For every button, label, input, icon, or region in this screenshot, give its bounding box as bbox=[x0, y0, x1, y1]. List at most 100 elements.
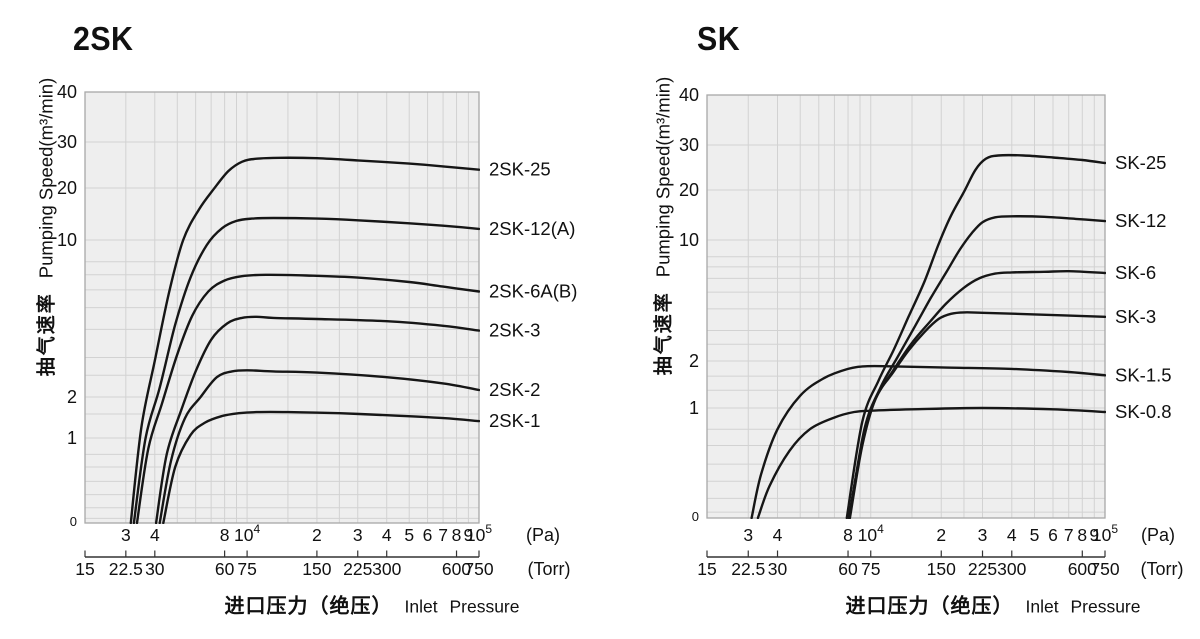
curves bbox=[750, 153, 1106, 519]
plot-border bbox=[706, 94, 1106, 519]
pa-tick-10^5: 105 bbox=[1092, 522, 1118, 545]
torr-unit-label: (Torr) bbox=[1141, 559, 1184, 579]
pa-tick-3: 3 bbox=[743, 525, 753, 545]
pa-tick-7: 7 bbox=[438, 525, 448, 545]
torr-tick-22.5: 22.5 bbox=[109, 559, 143, 579]
curve-label-SK-12: SK-12 bbox=[1115, 210, 1166, 231]
curve-SK-1.5 bbox=[750, 364, 1106, 519]
torr-tick-600: 600 bbox=[442, 559, 471, 579]
y-tick-30: 30 bbox=[679, 135, 699, 155]
torr-tick-30: 30 bbox=[145, 559, 165, 579]
pa-tick-3: 3 bbox=[978, 525, 988, 545]
curve-label-2SK-12(A): 2SK-12(A) bbox=[489, 218, 575, 239]
curve-SK-0.8 bbox=[756, 406, 1106, 519]
y-axis-title-en: Pumping Speed(m³/min) bbox=[35, 77, 57, 279]
curve-label-SK-3: SK-3 bbox=[1115, 306, 1156, 327]
pa-tick-5: 5 bbox=[404, 525, 414, 545]
y-tick-2: 2 bbox=[689, 351, 699, 371]
chart-2SK: 2SK-25 2SK-12(A) 2SK-6A(B) 2SK-3 2SK-2 2SK-1 4… bbox=[57, 82, 577, 579]
y-axis-title-cn: 抽气速率 bbox=[36, 292, 58, 377]
torr-tick-30: 30 bbox=[768, 559, 788, 579]
pa-tick-6: 6 bbox=[1048, 525, 1058, 545]
y-tick-1: 1 bbox=[689, 398, 699, 418]
torr-tick-150: 150 bbox=[927, 559, 956, 579]
torr-tick-60: 60 bbox=[215, 559, 235, 579]
curve-labels: SK-25 SK-12 SK-6 SK-3 SK-1.5 SK-0.8 bbox=[1115, 152, 1172, 422]
x-axis-title-2sk: 进口压力（绝压） Inlet Pressure bbox=[225, 590, 520, 619]
pa-tick-8: 8 bbox=[1077, 525, 1087, 545]
torr-ruler bbox=[706, 550, 1106, 558]
chart-SK: SK-25SK-12SK-6SK-3SK-1.5SK-0.84030201021… bbox=[679, 85, 1184, 579]
pa-unit-label: (Pa) bbox=[1141, 525, 1175, 545]
chart-title-sk: SK bbox=[697, 20, 741, 57]
torr-tick-22.5: 22.5 bbox=[731, 559, 765, 579]
curve-2SK-25 bbox=[129, 156, 480, 524]
y-tick-40: 40 bbox=[679, 85, 699, 105]
curve-2SK-1 bbox=[162, 410, 480, 524]
pa-tick-9: 9 bbox=[464, 525, 474, 545]
curve-label-SK-0.8: SK-0.8 bbox=[1115, 401, 1172, 422]
y-tick-20: 20 bbox=[57, 178, 77, 198]
pa-unit-label: (Pa) bbox=[526, 525, 560, 545]
y-axis-title-en: Pumping Speed(m³/min) bbox=[652, 76, 674, 278]
curve-label-2SK-25: 2SK-25 bbox=[489, 159, 551, 180]
x-axis-title-sk: 进口压力（绝压） Inlet Pressure bbox=[846, 590, 1141, 619]
torr-tick-300: 300 bbox=[372, 559, 401, 579]
y-tick-0: 0 bbox=[692, 509, 699, 524]
curve-label-2SK-3: 2SK-3 bbox=[489, 320, 540, 341]
curve-label-SK-25: SK-25 bbox=[1115, 152, 1166, 173]
pa-tick-10^4: 104 bbox=[858, 522, 884, 545]
pa-tick-2: 2 bbox=[936, 525, 946, 545]
torr-tick-300: 300 bbox=[997, 559, 1026, 579]
pa-tick-8: 8 bbox=[220, 525, 230, 545]
torr-tick-750: 750 bbox=[464, 559, 493, 579]
curve-SK-3 bbox=[848, 311, 1106, 519]
pa-tick-2: 2 bbox=[312, 525, 322, 545]
curve-label-SK-6: SK-6 bbox=[1115, 262, 1156, 283]
torr-tick-600: 600 bbox=[1068, 559, 1097, 579]
curve-2SK-6A(B) bbox=[135, 273, 480, 524]
torr-tick-75: 75 bbox=[861, 559, 880, 579]
curve-SK-25 bbox=[845, 153, 1106, 519]
torr-unit-label: (Torr) bbox=[528, 559, 571, 579]
curve-2SK-3 bbox=[154, 315, 480, 524]
y-axis-title-sk: 抽气速率 Pumping Speed(m³/min) bbox=[649, 77, 676, 376]
y-tick-1: 1 bbox=[67, 428, 77, 448]
y-tick-40: 40 bbox=[57, 82, 77, 102]
y-tick-20: 20 bbox=[679, 180, 699, 200]
gridlines bbox=[85, 91, 479, 523]
torr-tick-225: 225 bbox=[343, 559, 372, 579]
pa-tick-9: 9 bbox=[1089, 525, 1099, 545]
y-tick-10: 10 bbox=[57, 230, 77, 250]
curve-label-2SK-1: 2SK-1 bbox=[489, 410, 540, 431]
torr-tick-15: 15 bbox=[697, 559, 716, 579]
pa-tick-3: 3 bbox=[121, 525, 131, 545]
y-tick-0: 0 bbox=[70, 514, 77, 529]
torr-tick-150: 150 bbox=[302, 559, 331, 579]
torr-tick-15: 15 bbox=[75, 559, 94, 579]
y-axis-title-cn: 抽气速率 bbox=[653, 291, 675, 376]
plot-area bbox=[707, 95, 1105, 518]
x-axis-title-cn: 进口压力（绝压） bbox=[224, 595, 393, 618]
curve-2SK-2 bbox=[158, 369, 480, 524]
pa-tick-4: 4 bbox=[773, 525, 783, 545]
curve-SK-12 bbox=[848, 215, 1106, 519]
pa-tick-10^4: 104 bbox=[234, 522, 260, 545]
pa-tick-5: 5 bbox=[1030, 525, 1040, 545]
y-tick-2: 2 bbox=[67, 387, 77, 407]
pa-tick-3: 3 bbox=[353, 525, 363, 545]
chart-title-2sk: 2SK bbox=[73, 20, 134, 57]
curves bbox=[129, 156, 480, 524]
x-axis-title-en: Inlet Pressure bbox=[1025, 596, 1141, 617]
torr-tick-75: 75 bbox=[237, 559, 256, 579]
x-axis-title-cn: 进口压力（绝压） bbox=[845, 595, 1014, 618]
pa-tick-7: 7 bbox=[1064, 525, 1074, 545]
pa-tick-10^5: 105 bbox=[466, 522, 492, 545]
